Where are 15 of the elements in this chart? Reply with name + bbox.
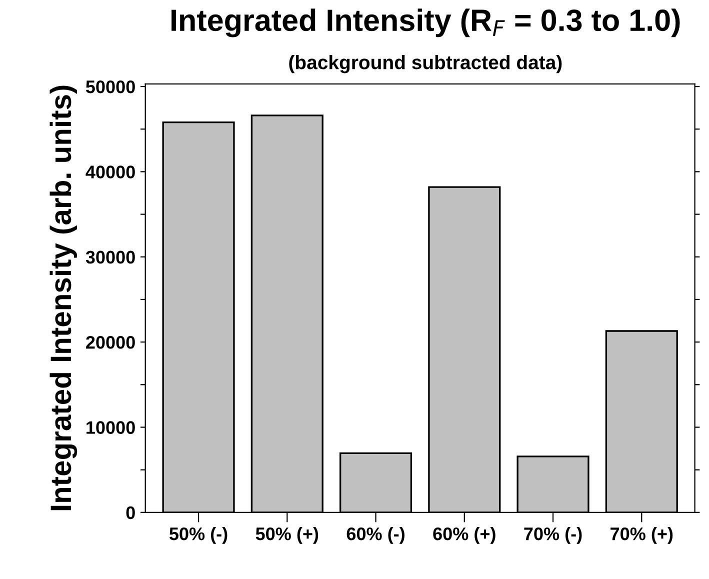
y-tick-label: 0 xyxy=(126,506,135,520)
y-tick-label: 20000 xyxy=(86,336,135,349)
y-tick-label: 40000 xyxy=(86,166,135,178)
y-tick-label: 30000 xyxy=(86,250,135,264)
x-tick-label: 70% (+) xyxy=(610,527,673,544)
chart-title: Integrated Intensity (R$_{F}$ = 0.3 to 1.0) xyxy=(172,8,680,38)
y-tick-label: 50000 xyxy=(86,80,135,94)
y-axis-title: Integrated Intensity (arb. units) xyxy=(50,86,78,510)
x-tick-label: 50% (+) xyxy=(256,527,318,544)
x-tick-label: 50% (-) xyxy=(169,527,228,544)
x-tick-label: 60% (+) xyxy=(433,527,496,544)
chart-subtitle: (background subtracted data) xyxy=(289,55,562,74)
x-tick-label: 70% (-) xyxy=(524,527,582,544)
y-tick-label: 10000 xyxy=(86,421,135,434)
x-tick-label: 60% (-) xyxy=(346,527,404,544)
